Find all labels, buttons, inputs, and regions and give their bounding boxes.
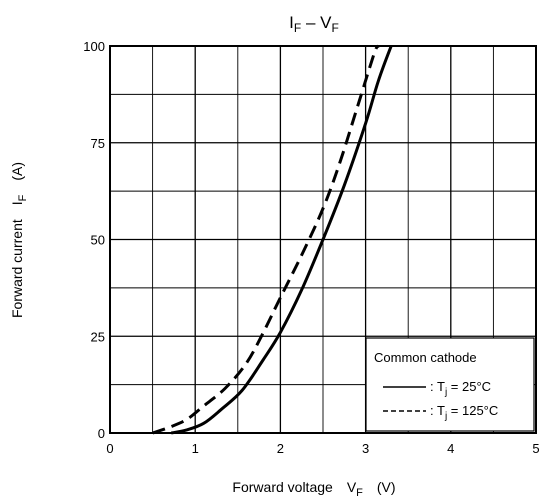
x-tick-label: 1 xyxy=(192,441,199,456)
title-subscript-2: F xyxy=(331,21,338,35)
plot-frame xyxy=(109,45,537,434)
legend-title: Common cathode xyxy=(374,350,477,365)
chart-title: IF – VF xyxy=(289,13,339,35)
y-tick-label: 25 xyxy=(91,329,105,344)
x-tick-labels: 0 1 2 3 4 5 xyxy=(106,441,539,456)
x-tick-label: 4 xyxy=(447,441,454,456)
x-axis-label: Forward voltage VF (V) xyxy=(232,479,395,499)
legend-label-25c: : Tj = 25°C xyxy=(430,379,491,398)
series-group xyxy=(152,44,393,435)
legend-box xyxy=(365,337,535,432)
y-tick-label: 100 xyxy=(83,39,105,54)
y-axis-label: Forward currentIF(A) xyxy=(9,162,29,318)
title-subscript-1: F xyxy=(294,21,301,35)
y-tick-label: 0 xyxy=(98,426,105,441)
x-tick-label: 0 xyxy=(106,441,113,456)
legend-label-125c: : Tj = 125°C xyxy=(430,403,498,422)
x-tick-label: 3 xyxy=(362,441,369,456)
y-tick-label: 75 xyxy=(91,136,105,151)
x-tick-label: 2 xyxy=(277,441,284,456)
y-tick-labels: 0 25 50 75 100 xyxy=(83,39,105,441)
y-tick-label: 50 xyxy=(91,233,105,248)
x-tick-label: 5 xyxy=(532,441,539,456)
series-line-25c xyxy=(171,45,393,435)
legend: Common cathode : Tj = 25°C : Tj = 125°C xyxy=(365,337,535,432)
